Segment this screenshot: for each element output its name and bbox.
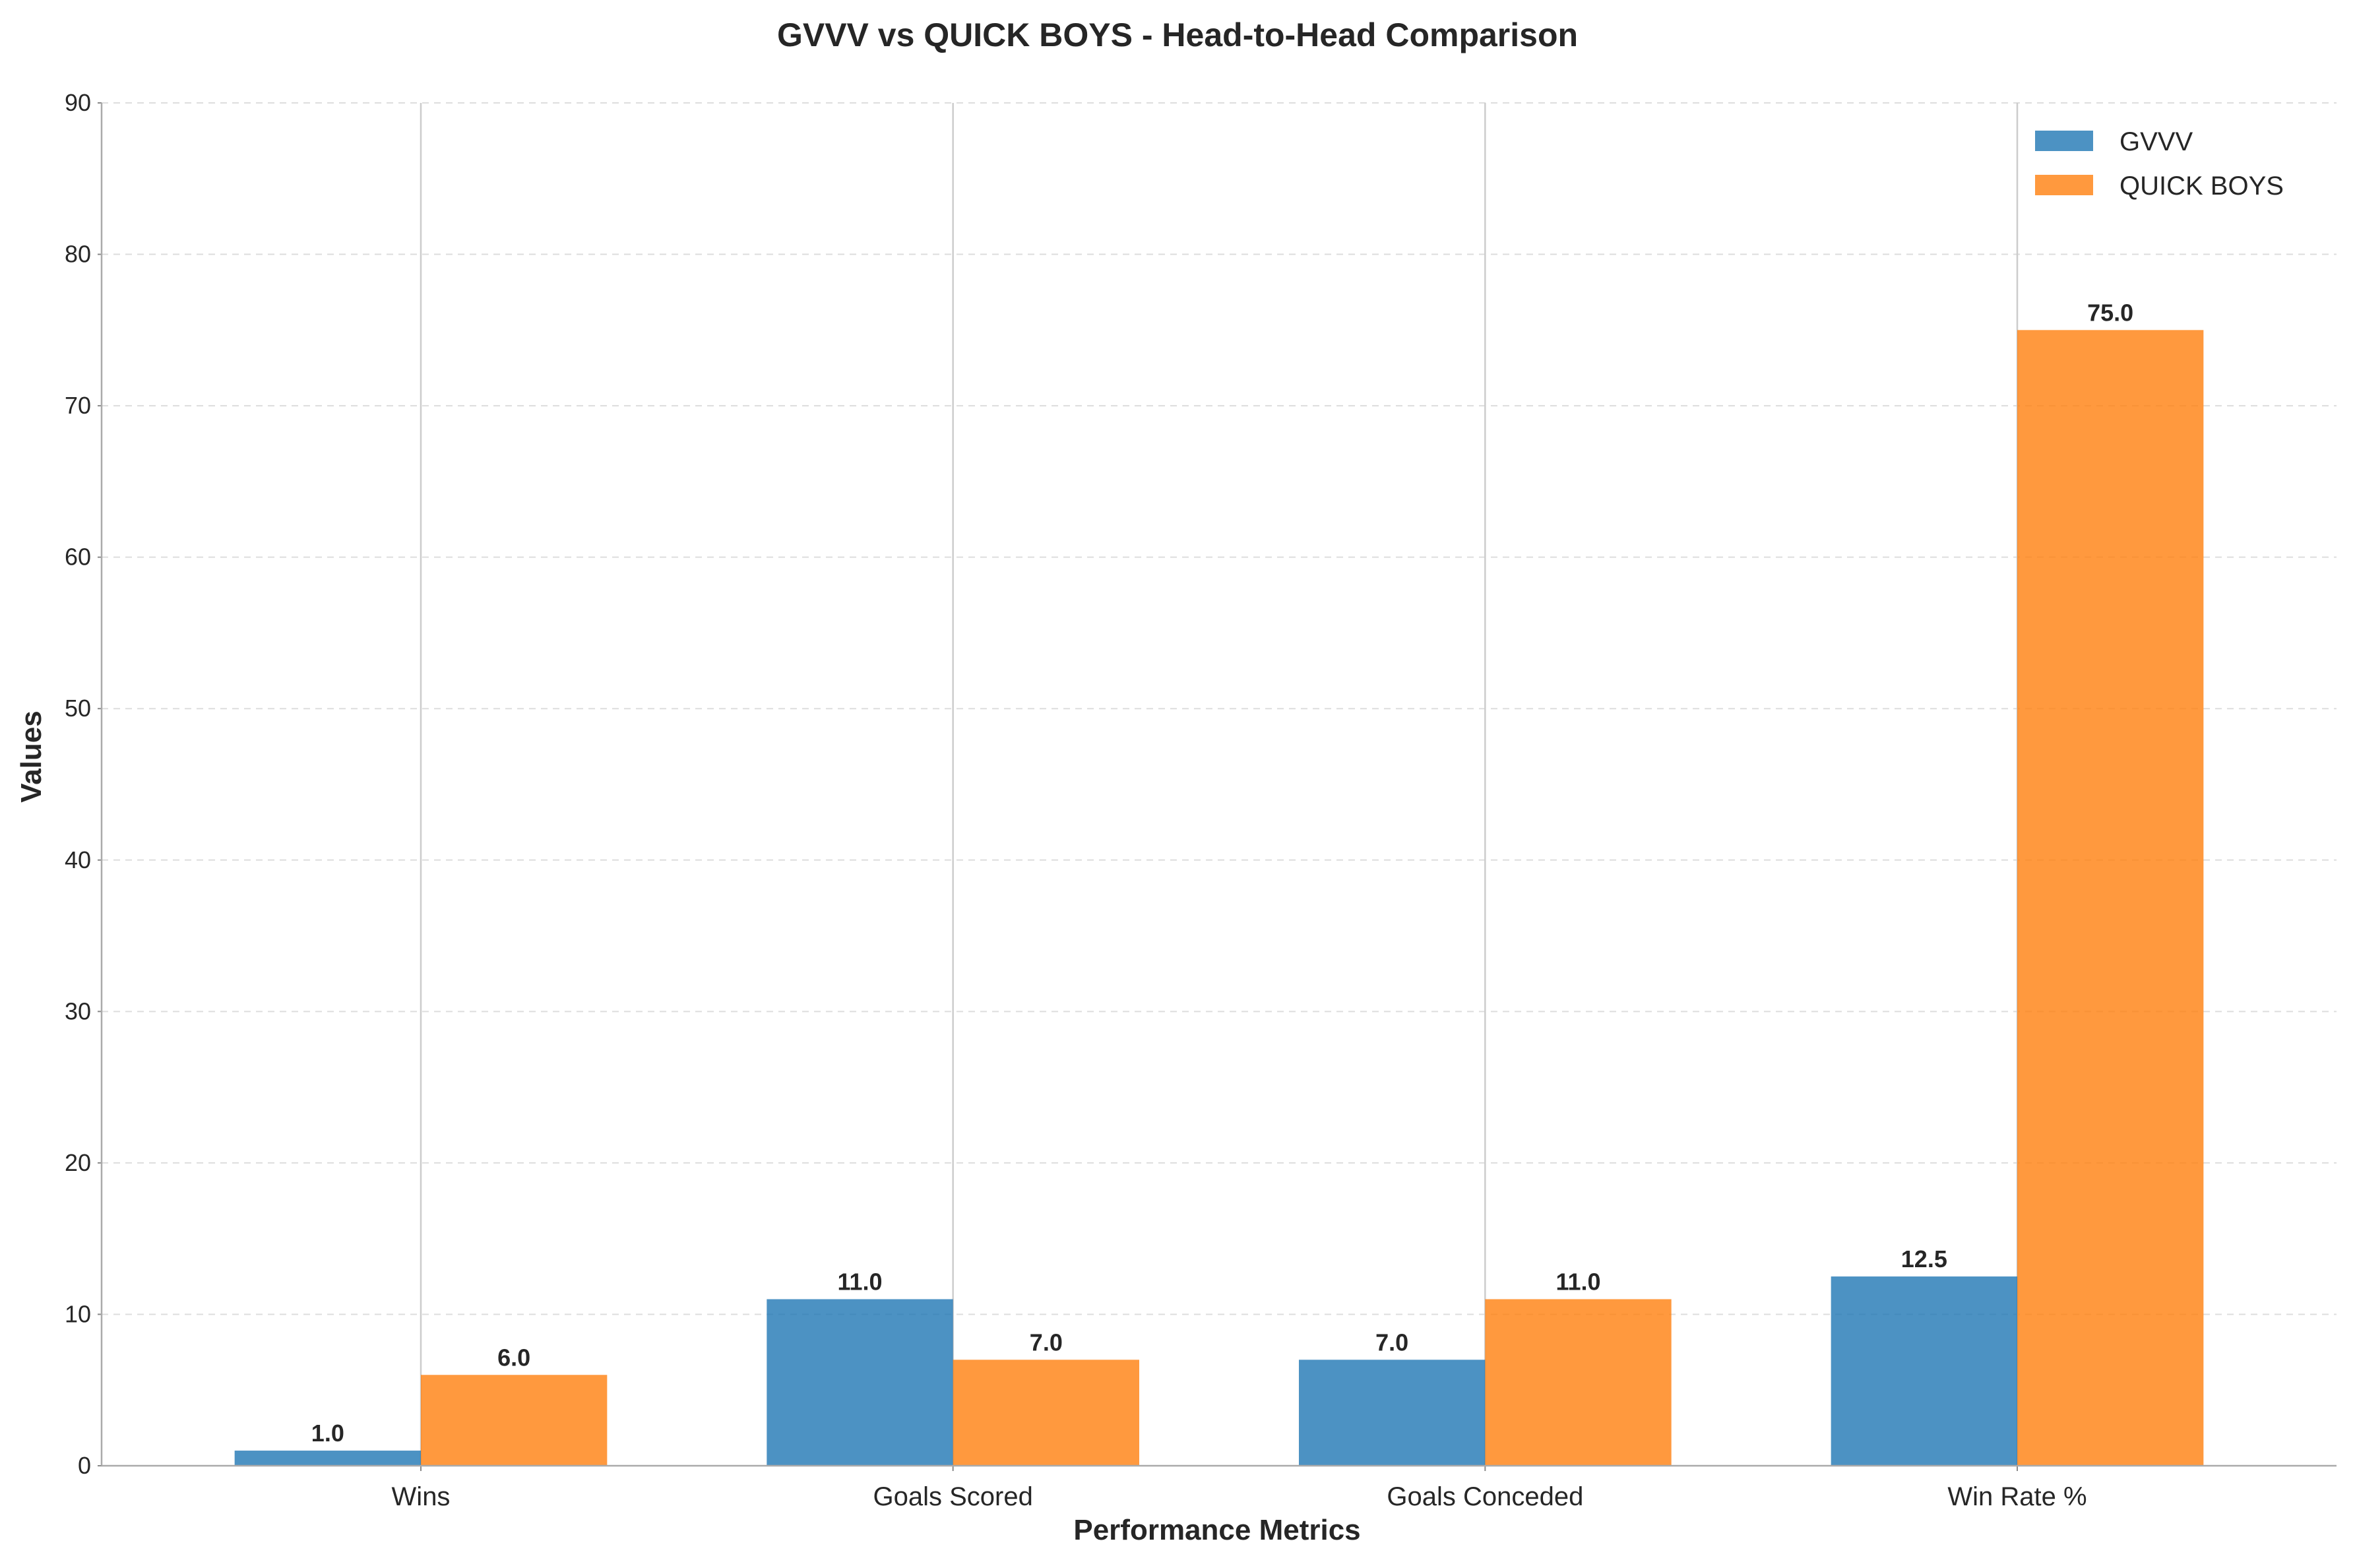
bar-value-label-0-3: 12.5 [1901,1245,1947,1272]
legend-label-0: GVVV [2120,127,2193,156]
y-tick-label-9: 90 [65,89,91,116]
category-gridlines [420,103,2019,1466]
y-axis-label: Values [15,710,47,802]
axes [98,102,2337,1471]
legend-label-1: QUICK BOYS [2120,172,2284,201]
y-tick-label-5: 50 [65,695,91,722]
y-tick-label-6: 60 [65,544,91,571]
legend-swatch-1 [2035,175,2093,195]
x-axis-label: Performance Metrics [1073,1514,1360,1546]
bar-gvvv-3 [1831,1276,2017,1466]
bar-quick-boys-3 [2017,330,2204,1466]
y-tick-label-1: 10 [65,1300,91,1327]
x-tick-label-2: Goals Conceded [1387,1482,1583,1511]
bar-value-labels: 1.0 11.0 7.0 12.5 6.0 7.0 11.0 75.0 [311,299,2133,1447]
bar-gvvv-0 [234,1451,421,1466]
y-tick-label-2: 20 [65,1149,91,1176]
bar-quick-boys-0 [421,1375,608,1466]
y-tick-label-4: 40 [65,846,91,873]
tick-labels: 0 10 20 30 40 50 60 70 80 90 Wins Goals Scored Goals… [65,89,2087,1511]
legend-swatch-0 [2035,131,2093,151]
bar-value-label-1-0: 6.0 [497,1344,530,1371]
x-tick-label-1: Goals Scored [873,1482,1032,1511]
bar-value-label-0-2: 7.0 [1375,1329,1408,1356]
chart-title: GVVV vs QUICK BOYS - Head-to-Head Compar… [777,16,1578,53]
bar-value-label-0-1: 11.0 [837,1268,882,1295]
y-tick-label-3: 30 [65,997,91,1024]
bar-gvvv-1 [767,1299,953,1466]
bar-gvvv-2 [1299,1360,1486,1466]
y-tick-label-8: 80 [65,241,91,268]
x-tick-label-3: Win Rate % [1947,1482,2087,1511]
bars [234,330,2204,1466]
y-tick-label-7: 70 [65,392,91,419]
legend: GVVV QUICK BOYS [2035,127,2284,201]
bar-quick-boys-1 [953,1360,1139,1466]
bar-quick-boys-2 [1485,1299,1672,1466]
x-tick-label-0: Wins [392,1482,451,1511]
bar-value-label-1-1: 7.0 [1030,1329,1063,1356]
bar-value-label-1-2: 11.0 [1555,1268,1600,1295]
grid-lines [102,102,2337,1315]
y-tick-label-0: 0 [78,1452,91,1479]
bar-value-label-1-3: 75.0 [2087,299,2133,326]
bar-value-label-0-0: 1.0 [311,1420,344,1447]
